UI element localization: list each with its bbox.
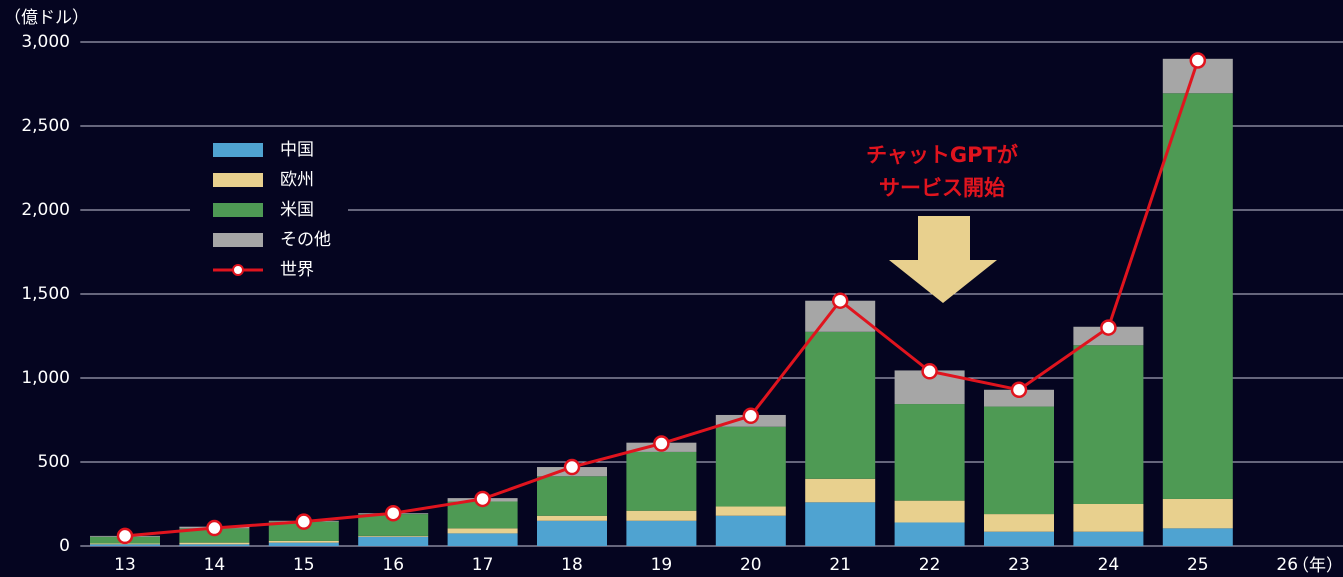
legend-label: その他 [280,230,331,250]
bar-segment [90,544,160,546]
bar-segment [626,451,697,511]
x-tick-label: 21 [829,555,851,575]
legend-label: 世界 [280,260,314,280]
line-marker [206,519,223,537]
bar-segment [447,528,518,534]
line-marker [474,490,491,508]
bar-segment [805,331,876,479]
x-tick-label: 16 [382,555,404,575]
legend-label: 欧州 [280,170,314,190]
bar-segment [715,515,786,546]
bar-segment [626,520,697,546]
line-marker [116,527,134,545]
y-axis-label: （億ドル） [4,8,89,28]
bar-segment [894,404,965,501]
x-tick-label: 25 [1187,555,1209,575]
legend-swatch [232,264,244,276]
legend-label: 米国 [280,200,314,220]
line-marker [653,435,670,452]
annotation: チャットGPTが [866,143,1018,167]
legend-swatch [213,203,263,217]
x-tick-label: 23 [1008,555,1030,575]
bar-segment [894,500,965,523]
legend-swatch [213,173,263,187]
bar-segment [268,521,339,541]
annotation-arrow [889,216,997,303]
line-marker [921,363,938,380]
bar-segment [1162,498,1233,529]
line-marker [563,458,581,476]
bar-segment [626,510,697,521]
bars [90,58,1233,546]
bar-segment [1073,504,1144,532]
x-tick-label: 13 [114,555,136,575]
line-marker [1189,52,1207,69]
bar-segment [179,542,250,545]
legend-swatch [213,143,263,157]
x-tick-label: 15 [293,555,315,575]
bar-segment [358,514,429,536]
bar-segment [984,514,1054,532]
bar-segment [1073,531,1144,546]
bar-segment [537,476,607,516]
y-tick-label: 2,000 [21,200,70,220]
line-marker [1010,381,1028,399]
bar-segment [268,540,339,543]
bar-segment [715,426,786,507]
bar-segment [805,478,876,503]
bar-segment [179,544,250,546]
line-marker [384,504,402,522]
legend-swatch [213,233,263,247]
bar-segment [1073,345,1144,504]
x-tick-label: 20 [740,555,762,575]
x-tick-label: 14 [204,555,226,575]
bar-segment [894,522,965,546]
bar-segment [984,406,1054,515]
line-marker [295,513,313,530]
bar-segment [268,542,339,546]
x-tick-label: 19 [651,555,673,575]
x-tick-label: 24 [1098,555,1120,575]
bar-segment [805,502,876,546]
line-marker [831,292,849,309]
bar-segment [358,536,429,546]
bar-segment [447,533,518,546]
x-tick-label: 18 [561,555,583,575]
x-tick-label: 22 [919,555,941,575]
y-tick-label: 2,500 [21,116,70,136]
line-marker [1100,319,1117,336]
bar-segment [1162,528,1233,546]
x-tick-label: 26 [1276,555,1298,575]
y-tick-label: 1,500 [21,284,70,304]
bar-segment [715,506,786,516]
x-tick-label: 17 [472,555,494,575]
annotation: サービス開始 [879,176,1005,200]
bar-segment [537,515,607,521]
x-axis-label: （年） [1292,556,1343,576]
bar-segment [1162,93,1233,499]
y-tick-label: 1,000 [21,368,70,388]
legend-label: 中国 [280,140,314,160]
line-marker [742,407,760,425]
y-tick-label: 500 [38,452,70,472]
y-tick-label: 0 [59,536,70,556]
bar-segment [984,389,1054,407]
y-tick-label: 3,000 [21,32,70,52]
line-layer [116,52,1207,545]
bar-segment [537,520,607,546]
bar-segment [984,531,1054,546]
bar-segment [358,535,429,537]
